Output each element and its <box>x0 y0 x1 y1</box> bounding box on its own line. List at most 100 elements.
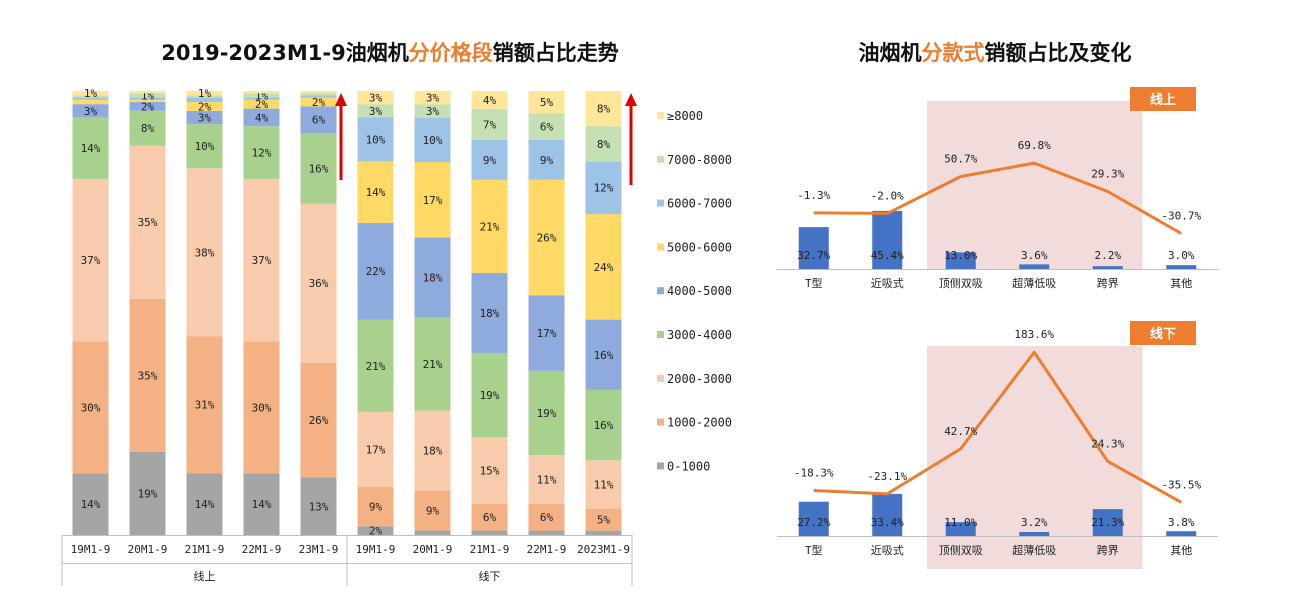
bar-segment <box>357 104 394 118</box>
bar-segment <box>585 389 622 461</box>
x-tick-label: 19M1-9 <box>356 543 396 556</box>
data-label: 21% <box>366 360 386 373</box>
line-data-label: -18.3% <box>794 467 834 480</box>
legend-swatch <box>657 287 664 295</box>
line-data-label: -1.3% <box>797 189 830 202</box>
bar-segment <box>300 95 337 98</box>
data-label: 10% <box>366 133 386 146</box>
x-tick-label: 其他 <box>1170 544 1192 557</box>
bar-segment <box>357 222 394 320</box>
data-label: 2% <box>312 96 326 109</box>
bar-segment <box>243 126 280 179</box>
line-data-label: -30.7% <box>1161 209 1201 222</box>
bar-segment <box>585 508 622 531</box>
x-tick-label: 顶侧双吸 <box>939 277 983 290</box>
data-label: 35% <box>138 369 158 382</box>
x-tick-label: 22M1-9 <box>242 543 282 556</box>
x-tick-label: 20M1-9 <box>128 543 168 556</box>
bar-segment <box>243 473 280 535</box>
x-tick-label: 超薄低吸 <box>1012 276 1056 290</box>
data-label: 3% <box>369 105 383 118</box>
data-label: 2% <box>198 100 212 113</box>
data-label: 14% <box>81 498 101 511</box>
bar-data-label: 3.6% <box>1021 249 1048 262</box>
bar-segment <box>243 99 280 109</box>
bar-segment <box>129 451 166 535</box>
data-label: 3% <box>426 105 440 118</box>
data-label: 14% <box>252 498 272 511</box>
data-label: 24% <box>594 261 614 274</box>
trend-arrow-head <box>625 93 637 106</box>
bar-data-label: 32.7% <box>797 249 830 262</box>
data-label: 19% <box>537 407 557 420</box>
bar-segment <box>129 91 166 94</box>
bar-data-label: 3.0% <box>1168 249 1195 262</box>
bar-segment <box>585 319 622 390</box>
data-label: 14% <box>81 142 101 155</box>
style-chart-online: 线上 32.7% 45.4% 13.0% 3.6% 2.2% 3.0% T型 近吸式 顶侧双吸 超薄… <box>777 87 1218 290</box>
bar-segment <box>72 97 109 100</box>
bar-segment <box>186 102 223 111</box>
bar-data-label: 3.2% <box>1021 516 1048 529</box>
legend-label: 4000-5000 <box>667 284 732 298</box>
bar-segment <box>300 106 337 133</box>
bar-segment <box>585 460 622 509</box>
bar-data-label: 13.0% <box>944 249 977 262</box>
data-label: 10% <box>195 140 215 153</box>
legend-label: 6000-7000 <box>667 197 732 211</box>
line-data-label: -2.0% <box>871 189 904 202</box>
bar-segment <box>72 178 109 342</box>
data-label: 18% <box>423 445 443 458</box>
x-tick-label: 22M1-9 <box>527 543 567 556</box>
data-label: 38% <box>195 246 215 259</box>
bar-segment <box>300 97 337 107</box>
legend-swatch <box>657 199 664 207</box>
share-bar <box>1166 531 1197 536</box>
data-label: 9% <box>483 154 497 167</box>
right-chart-title: 油烟机分款式销额占比及变化 <box>859 41 1132 65</box>
group-label: 线上 <box>194 569 216 583</box>
data-label: 8% <box>141 122 155 135</box>
data-label: 3% <box>198 112 212 125</box>
x-tick-label: 顶侧双吸 <box>939 544 983 557</box>
channel-badge <box>1130 321 1196 345</box>
bar-segment <box>585 530 622 535</box>
highlight-band <box>927 101 1143 270</box>
data-label: 6% <box>483 511 497 524</box>
bar-segment <box>72 99 109 105</box>
legend-label: 7000-8000 <box>667 153 732 167</box>
x-tick-label: 近吸式 <box>871 277 904 290</box>
data-label: 35% <box>138 216 158 229</box>
bar-data-label: 11.0% <box>944 516 977 529</box>
data-label: 14% <box>195 498 215 511</box>
legend-label: 5000-6000 <box>667 240 732 254</box>
data-label: 21% <box>423 358 443 371</box>
bar-segment <box>357 91 394 105</box>
bar-data-label: 2.2% <box>1095 249 1122 262</box>
bar-data-label: 27.2% <box>797 516 830 529</box>
bar-segment <box>414 410 451 491</box>
bar-segment <box>528 113 565 140</box>
line-data-label: 69.8% <box>1018 139 1051 152</box>
bar-segment <box>300 362 337 478</box>
data-label: 3% <box>426 92 440 105</box>
data-label: 4% <box>255 111 269 124</box>
data-label: 26% <box>309 414 329 427</box>
bar-segment <box>471 273 508 353</box>
share-bar <box>872 210 903 269</box>
bar-data-label: 21.3% <box>1091 516 1124 529</box>
line-data-label: 42.7% <box>944 425 977 438</box>
bar-segment <box>414 490 451 531</box>
share-bar <box>798 227 829 269</box>
bar-segment <box>471 503 508 531</box>
bar-segment <box>414 530 451 535</box>
data-label: 12% <box>252 147 272 160</box>
data-label: 10% <box>423 134 443 147</box>
bar-segment <box>72 117 109 179</box>
legend-label: 1000-2000 <box>667 416 732 430</box>
data-label: 6% <box>312 114 326 127</box>
x-tick-label: 21M1-9 <box>185 543 225 556</box>
data-label: 16% <box>594 419 614 432</box>
line-data-label: 29.3% <box>1091 167 1124 180</box>
bar-segment <box>414 162 451 238</box>
